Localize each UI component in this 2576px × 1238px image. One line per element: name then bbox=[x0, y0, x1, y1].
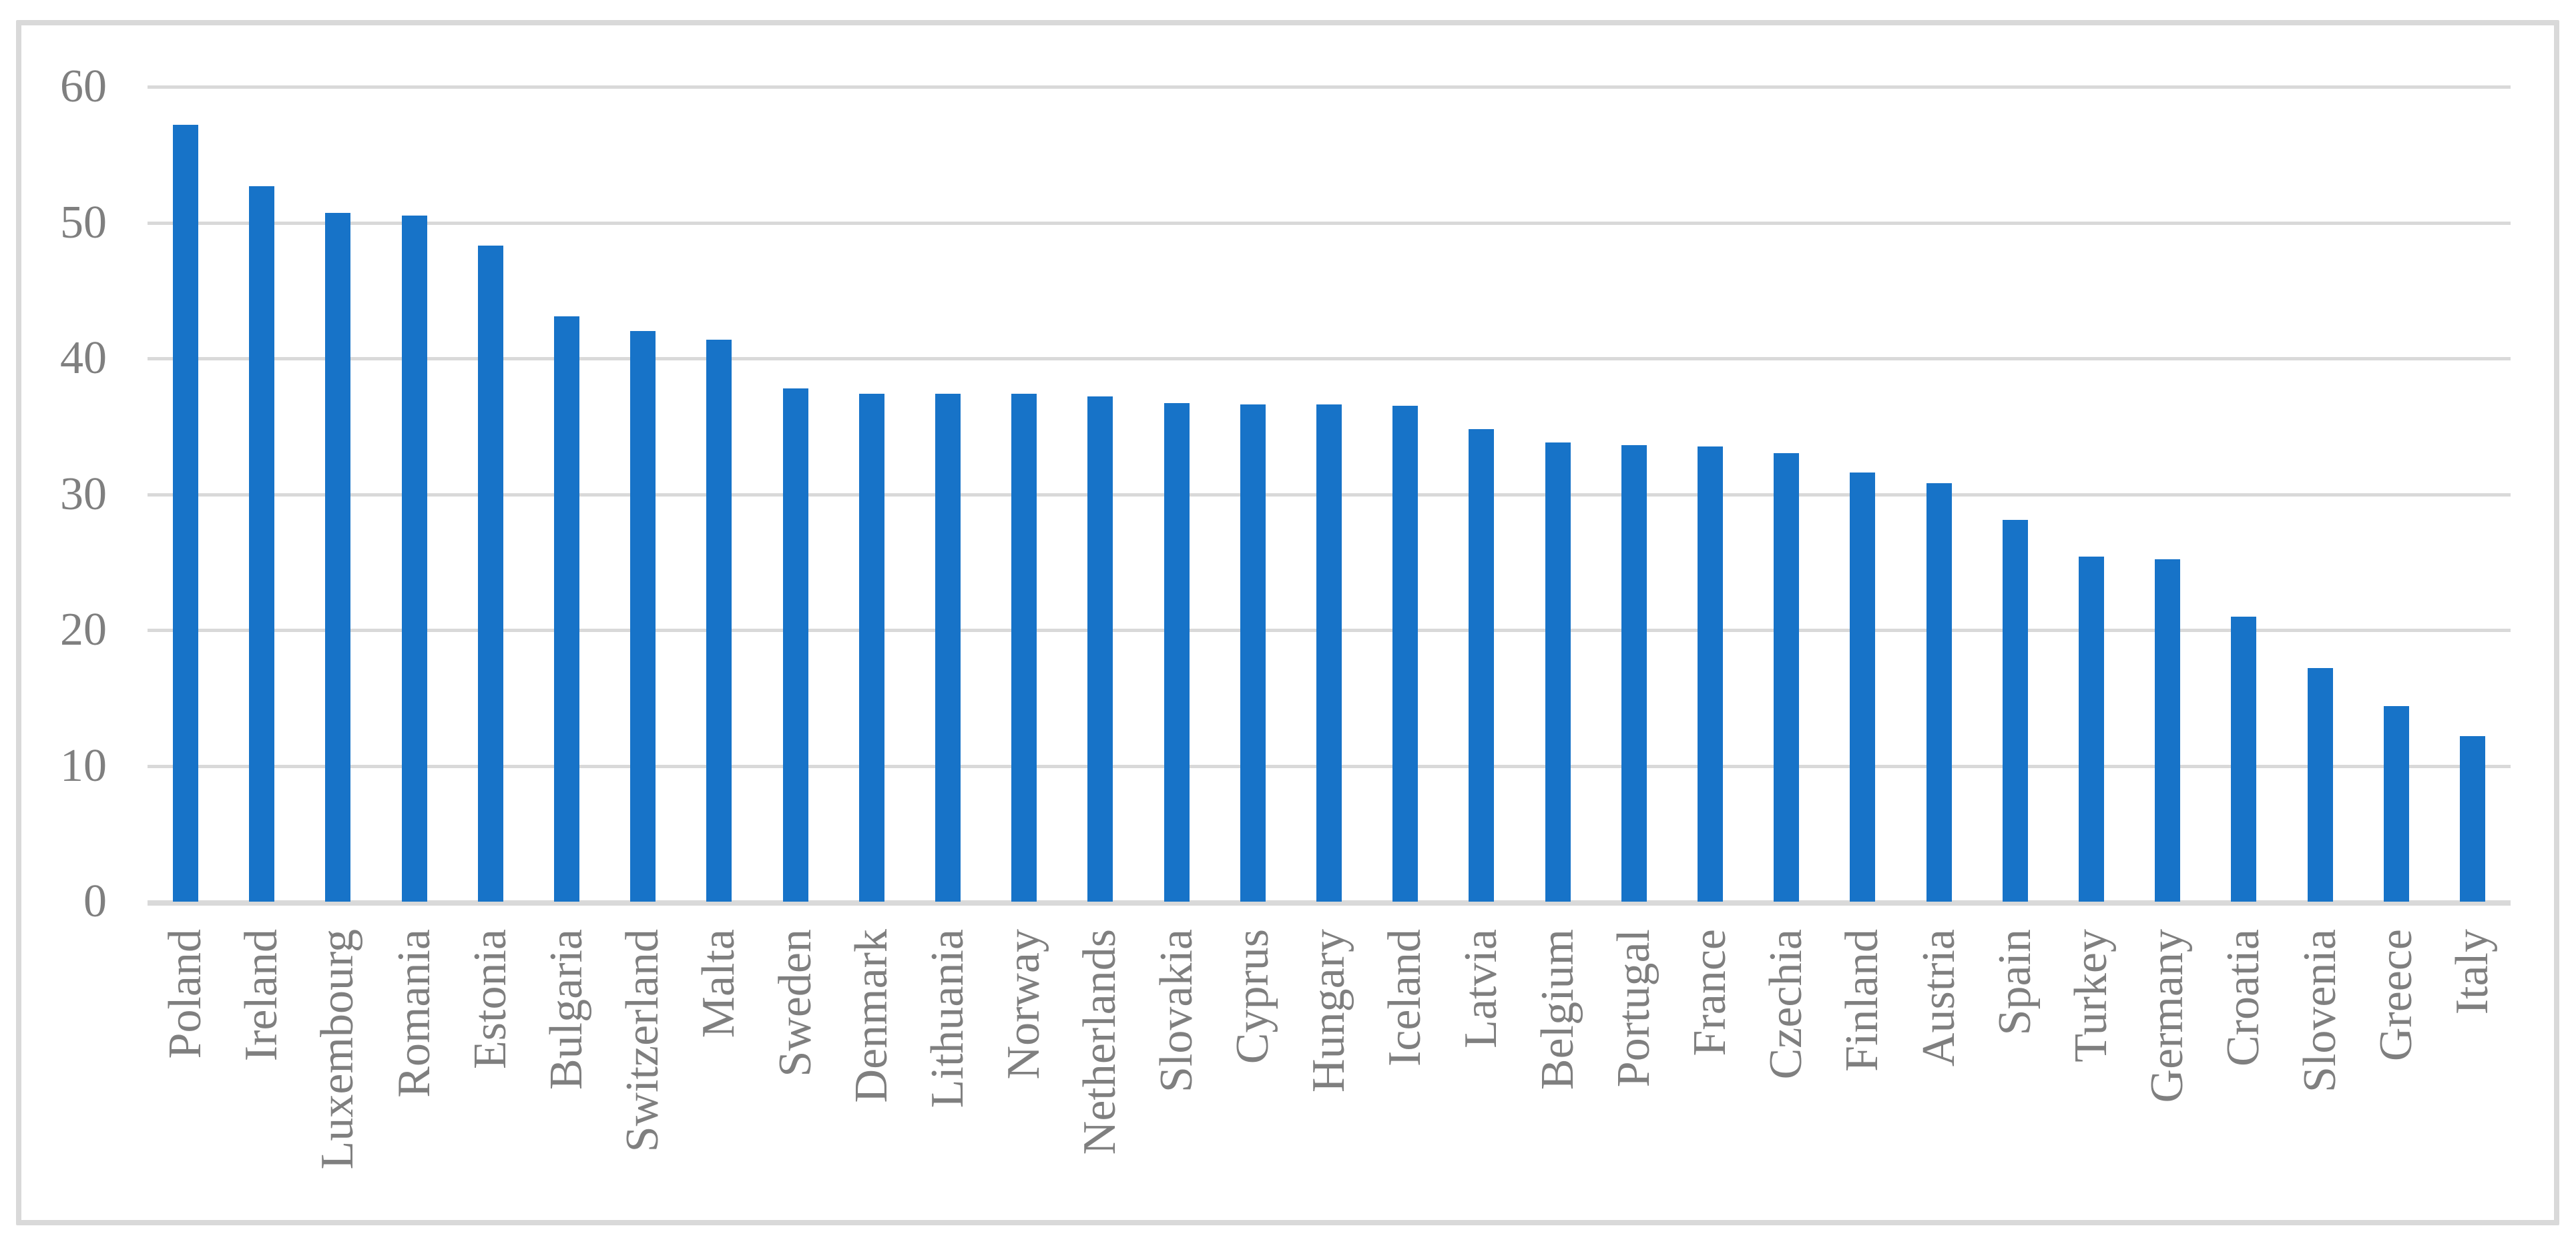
bar-hungary bbox=[1316, 404, 1342, 902]
x-category-label-hungary: Hungary bbox=[1303, 929, 1354, 1093]
bar-slovenia bbox=[2307, 667, 2333, 902]
x-category-label-greece: Greece bbox=[2370, 929, 2422, 1062]
x-category-label-finland: Finland bbox=[1836, 929, 1888, 1072]
x-category-label-bulgaria: Bulgaria bbox=[541, 929, 593, 1091]
bar-belgium bbox=[1545, 442, 1571, 902]
x-category-label-italy: Italy bbox=[2446, 929, 2498, 1015]
bar-cyprus bbox=[1240, 404, 1266, 902]
bar-austria bbox=[1926, 483, 1952, 902]
bar-iceland bbox=[1392, 406, 1419, 902]
x-category-label-luxembourg: Luxembourg bbox=[312, 929, 364, 1170]
x-category-label-slovenia: Slovenia bbox=[2294, 929, 2346, 1093]
bar-ireland bbox=[249, 186, 275, 902]
bar-finland bbox=[1850, 472, 1876, 902]
bar-spain bbox=[2002, 520, 2028, 902]
bar-croatia bbox=[2231, 616, 2257, 902]
bar-netherlands bbox=[1087, 396, 1113, 902]
y-tick-label-20: 20 bbox=[60, 604, 107, 655]
y-tick-label-10: 10 bbox=[60, 739, 107, 792]
y-tick-label-0: 0 bbox=[83, 876, 107, 927]
x-category-label-austria: Austria bbox=[1912, 929, 1965, 1067]
x-category-label-belgium: Belgium bbox=[1531, 929, 1583, 1091]
bar-luxembourg bbox=[325, 213, 351, 902]
x-category-label-latvia: Latvia bbox=[1455, 929, 1507, 1048]
x-category-label-czechia: Czechia bbox=[1760, 929, 1812, 1080]
x-category-label-ireland: Ireland bbox=[236, 929, 288, 1062]
bar-poland bbox=[173, 124, 199, 902]
x-category-label-cyprus: Cyprus bbox=[1226, 929, 1278, 1064]
gridline-y-40 bbox=[148, 357, 2511, 360]
x-category-label-slovakia: Slovakia bbox=[1150, 929, 1202, 1093]
x-category-label-lithuania: Lithuania bbox=[922, 929, 974, 1109]
y-tick-label-50: 50 bbox=[60, 196, 107, 248]
bar-malta bbox=[706, 339, 732, 902]
bar-latvia bbox=[1469, 428, 1495, 902]
bar-lithuania bbox=[935, 393, 961, 902]
x-category-label-germany: Germany bbox=[2141, 929, 2194, 1103]
bar-switzerland bbox=[630, 331, 656, 902]
bar-italy bbox=[2459, 735, 2485, 902]
y-tick-label-30: 30 bbox=[60, 468, 107, 520]
bar-czechia bbox=[1774, 453, 1800, 902]
x-category-label-denmark: Denmark bbox=[845, 929, 897, 1103]
x-category-label-spain: Spain bbox=[1989, 929, 2041, 1036]
x-category-label-sweden: Sweden bbox=[769, 929, 821, 1077]
x-category-label-netherlands: Netherlands bbox=[1074, 929, 1126, 1155]
x-category-label-switzerland: Switzerland bbox=[617, 929, 669, 1153]
bar-sweden bbox=[782, 388, 808, 902]
gridline-y-50 bbox=[148, 221, 2511, 225]
bar-bulgaria bbox=[554, 316, 580, 902]
bar-romania bbox=[401, 216, 427, 902]
x-category-label-poland: Poland bbox=[160, 929, 212, 1059]
bar-france bbox=[1697, 446, 1723, 902]
x-category-label-portugal: Portugal bbox=[1607, 929, 1659, 1088]
y-tick-label-40: 40 bbox=[60, 332, 107, 384]
bar-germany bbox=[2155, 559, 2181, 902]
x-axis-line bbox=[148, 900, 2511, 906]
bar-portugal bbox=[1621, 445, 1647, 902]
x-category-label-romania: Romania bbox=[388, 929, 440, 1098]
chart-frame: 0 10 20 30 40 50 60 Poland Ireland Luxembourg Roma… bbox=[16, 20, 2559, 1225]
x-category-label-iceland: Iceland bbox=[1379, 929, 1431, 1066]
gridline-y-60 bbox=[148, 85, 2511, 89]
bar-greece bbox=[2383, 705, 2409, 902]
y-tick-label-60: 60 bbox=[60, 61, 107, 112]
bar-estonia bbox=[477, 246, 503, 902]
x-category-label-norway: Norway bbox=[998, 929, 1050, 1080]
x-category-label-malta: Malta bbox=[693, 929, 745, 1038]
x-category-label-france: France bbox=[1684, 929, 1736, 1056]
bar-turkey bbox=[2078, 557, 2104, 902]
bar-denmark bbox=[858, 393, 884, 902]
bar-slovakia bbox=[1164, 403, 1190, 902]
x-category-label-turkey: Turkey bbox=[2065, 929, 2117, 1062]
x-category-label-estonia: Estonia bbox=[464, 929, 516, 1069]
x-category-label-croatia: Croatia bbox=[2218, 929, 2270, 1067]
bar-norway bbox=[1011, 393, 1037, 902]
